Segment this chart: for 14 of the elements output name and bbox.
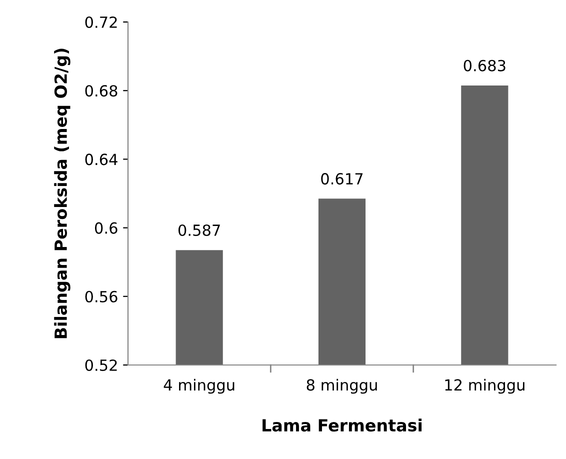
y-tick-label: 0.64 bbox=[85, 154, 118, 166]
y-tick-label: 0.72 bbox=[85, 16, 117, 28]
data-label: 0.617 bbox=[321, 173, 363, 185]
x-tick-label: 12 minggu bbox=[445, 378, 524, 394]
y-tick-label: 0.52 bbox=[85, 359, 117, 372]
data-label: 0.683 bbox=[464, 60, 506, 72]
x-tick-label: 8 minggu bbox=[306, 378, 377, 394]
y-axis-title: Bilangan Peroksida (meq O2/g) bbox=[54, 48, 70, 338]
x-axis-title: Lama Fermentasi bbox=[262, 418, 422, 432]
y-tick-label: 0.68 bbox=[85, 85, 118, 97]
y-tick-label: 0.56 bbox=[85, 290, 118, 302]
data-label: 0.587 bbox=[178, 224, 220, 236]
y-tick-label: 0.6 bbox=[94, 222, 118, 234]
x-tick-label: 4 minggu bbox=[164, 378, 234, 394]
